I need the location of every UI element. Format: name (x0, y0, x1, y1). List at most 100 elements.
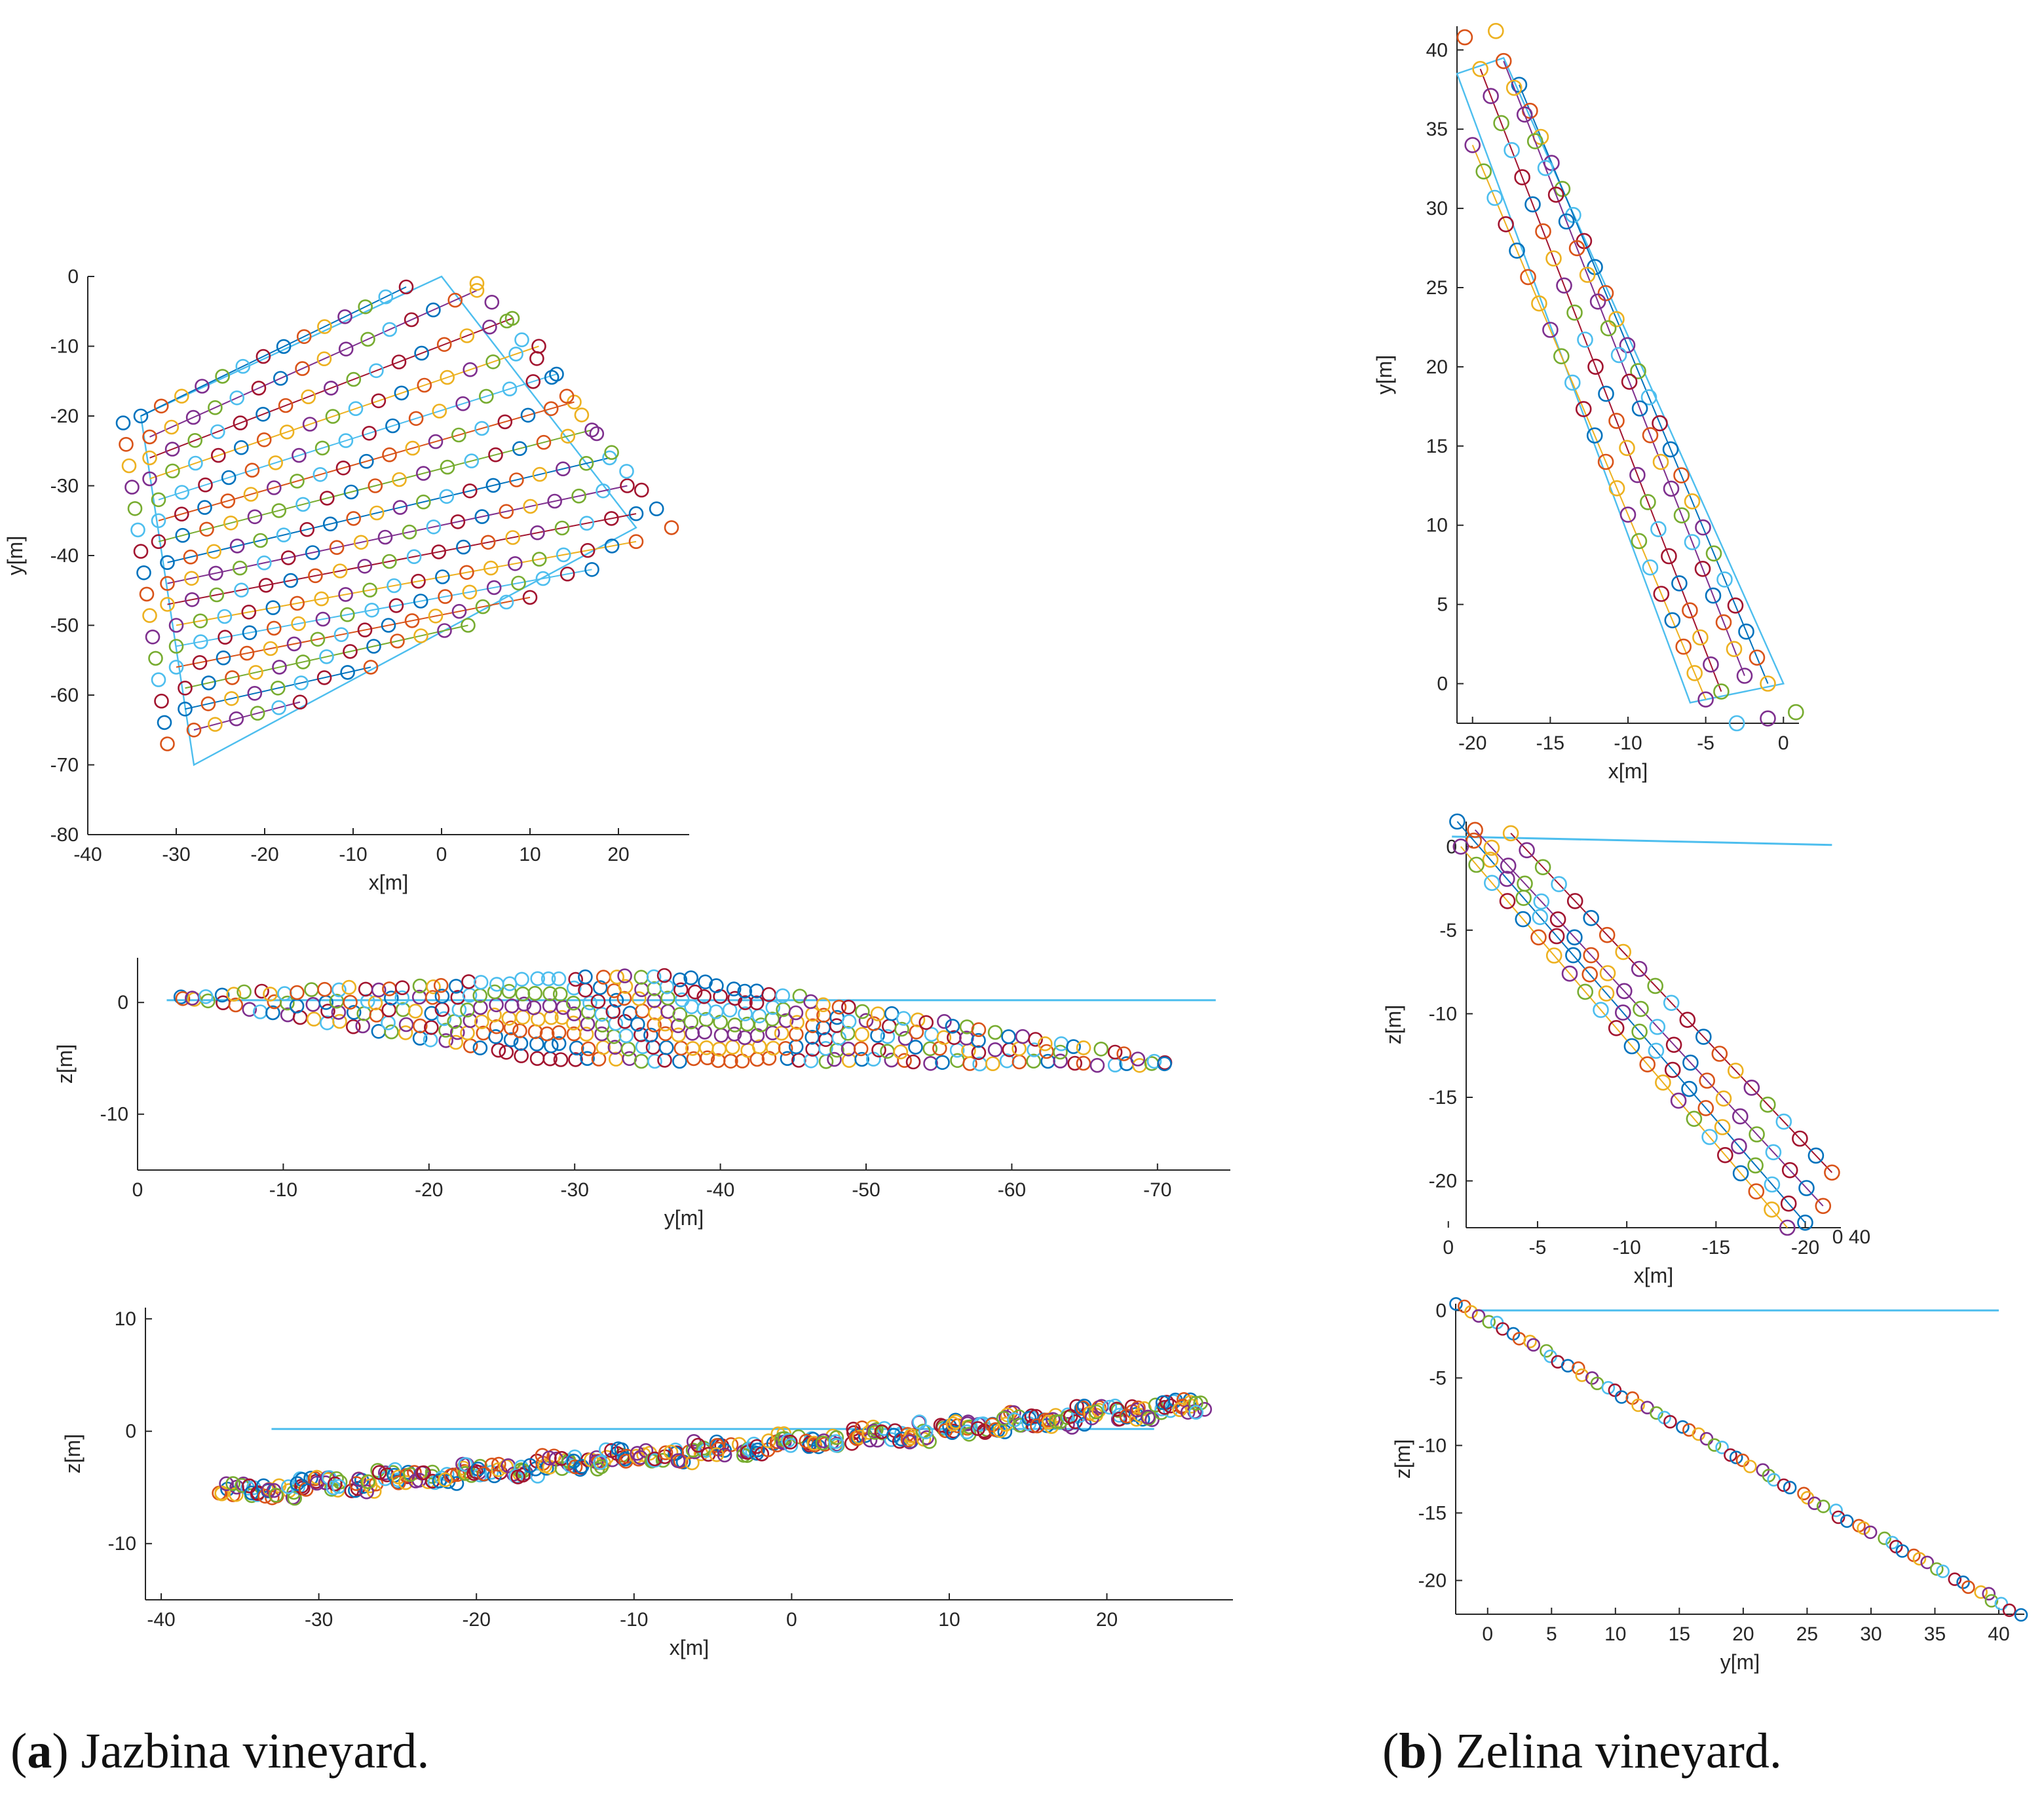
data-point (1878, 1531, 1891, 1545)
data-point (242, 1002, 257, 1017)
data-point (1593, 1002, 1609, 1018)
data-point (1577, 983, 1593, 1000)
data-point (1107, 1044, 1123, 1060)
data-point (488, 1029, 503, 1044)
data-point (1483, 88, 1499, 104)
data-point (556, 547, 571, 563)
data-point (1482, 1315, 1496, 1329)
data-point (242, 625, 257, 641)
data-point (142, 471, 157, 487)
data-point (1526, 1338, 1540, 1352)
data-point (434, 989, 450, 1004)
data-point (855, 1004, 870, 1019)
data-point (1664, 1061, 1681, 1078)
data-point (567, 1459, 583, 1475)
data-point (1565, 947, 1581, 964)
data-point (589, 1450, 604, 1466)
data-point (1686, 1110, 1703, 1127)
data-point (292, 447, 307, 463)
x-tick-label: -15 (1702, 1237, 1730, 1258)
data-point (854, 1051, 869, 1067)
data-point (658, 1040, 674, 1055)
data-point (1496, 1322, 1509, 1336)
data-point (1517, 875, 1533, 892)
data-point (1824, 1164, 1840, 1181)
data-point (1974, 1585, 1988, 1599)
data-point (1749, 1126, 1765, 1143)
x-tick-label: -60 (998, 1179, 1026, 1201)
data-point (1566, 304, 1583, 321)
data-point (854, 1027, 869, 1042)
data-point (535, 571, 551, 586)
x-tick-label: -10 (339, 844, 367, 865)
data-point (1797, 1486, 1811, 1501)
data-point (339, 607, 355, 622)
data-point (362, 582, 377, 598)
data-point (737, 983, 753, 999)
x-tick-label: 10 (519, 844, 540, 865)
data-point (233, 415, 248, 430)
data-point (1026, 1053, 1041, 1069)
data-point (1615, 1004, 1631, 1021)
data-point (1523, 1334, 1537, 1348)
data-point (1577, 331, 1593, 348)
data-point (1531, 295, 1547, 312)
data-point (1610, 347, 1627, 364)
data-point (937, 1013, 952, 1029)
data-point (440, 459, 455, 475)
data-point (1748, 1183, 1765, 1200)
data-point (127, 501, 143, 516)
data-point (184, 592, 200, 607)
data-point (1736, 668, 1753, 684)
data-point (188, 455, 203, 471)
data-point (168, 660, 184, 675)
caption-a-text: Jazbina vineyard. (68, 1724, 430, 1779)
data-point (1452, 839, 1469, 855)
y-axis-label: z[m] (1382, 1005, 1405, 1044)
data-point (366, 639, 381, 654)
data-point (516, 1467, 531, 1483)
data-point (664, 520, 679, 535)
data-point (480, 535, 496, 550)
data-point (1601, 1381, 1616, 1395)
data-point (412, 1018, 428, 1034)
data-point (1504, 142, 1520, 159)
data-point (474, 509, 490, 524)
data-point (485, 478, 501, 493)
data-point (1091, 1403, 1107, 1418)
data-point (243, 487, 259, 502)
data-point (1816, 1500, 1830, 1513)
x-tick-label: 30 (1860, 1623, 1882, 1645)
data-point (1534, 859, 1551, 875)
data-point (1726, 641, 1743, 658)
data-point (1558, 213, 1575, 230)
data-point (133, 408, 149, 424)
data-point (394, 980, 410, 995)
data-point (346, 371, 362, 387)
data-point (1780, 1195, 1797, 1212)
data-point (390, 634, 405, 649)
data-point (788, 1005, 804, 1021)
row-line (1474, 829, 1824, 1207)
data-point (535, 1448, 550, 1463)
y-tick-label: -10 (50, 336, 79, 358)
data-point (228, 997, 244, 1013)
data-point (840, 1026, 856, 1041)
data-point (778, 1013, 794, 1029)
data-point (1493, 115, 1509, 132)
data-point (1697, 691, 1714, 708)
data-point (806, 1435, 822, 1451)
data-point (293, 675, 309, 690)
data-point (271, 503, 287, 518)
data-point (1671, 575, 1688, 592)
data-point (1449, 813, 1466, 830)
data-point (499, 594, 514, 610)
y-tick-label: -70 (50, 755, 79, 776)
data-point (923, 1056, 938, 1071)
data-point (497, 414, 513, 430)
data-point (464, 453, 480, 468)
data-point (241, 604, 257, 620)
data-point (291, 616, 306, 632)
data-point (408, 411, 424, 426)
data-point (193, 634, 208, 649)
